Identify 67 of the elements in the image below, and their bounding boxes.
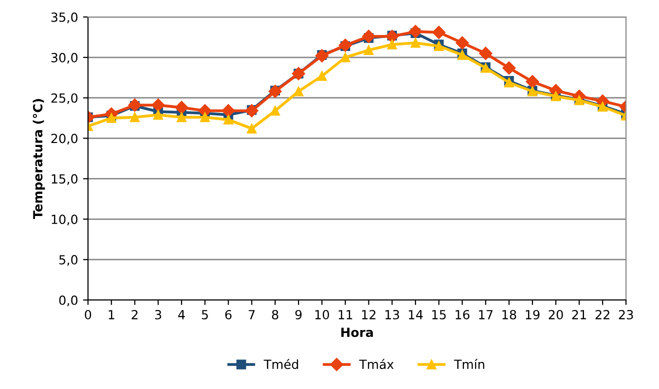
x-tick-label: 18: [502, 310, 516, 320]
x-tick-label: 5: [202, 310, 208, 320]
x-tick-label: 13: [386, 310, 400, 320]
point: [317, 71, 327, 81]
point: [315, 49, 328, 62]
x-tick-label: 22: [596, 310, 610, 320]
y-axis-title: Temperatura (°C): [32, 99, 45, 219]
point: [153, 110, 164, 120]
point: [294, 86, 304, 96]
x-tick-label: 0: [84, 310, 92, 320]
legend-label: Tmín: [454, 358, 484, 369]
x-tick-label: 7: [248, 310, 255, 320]
x-tick-label: 11: [338, 310, 352, 320]
point: [245, 104, 258, 118]
legend-label: Tméd: [264, 358, 298, 370]
point: [432, 26, 446, 39]
point: [200, 112, 210, 122]
point: [386, 30, 399, 43]
x-axis-title: Hora: [341, 328, 373, 338]
x-tick-label: 19: [526, 310, 540, 320]
point: [408, 24, 422, 38]
y-tick-label: 10,0: [52, 214, 78, 226]
y-tick-label: 30,0: [51, 52, 78, 64]
point: [270, 106, 280, 116]
x-tick-label: 21: [572, 310, 586, 320]
x-tick-label: 3: [155, 310, 162, 320]
point: [174, 100, 188, 114]
point: [340, 52, 350, 62]
point: [387, 40, 397, 50]
x-tick-label: 2: [132, 310, 138, 320]
point: [128, 98, 142, 112]
x-tick-label: 9: [295, 310, 302, 320]
x-tick-label: 15: [432, 310, 446, 320]
x-tick-label: 16: [456, 310, 470, 320]
x-tick-label: 20: [548, 310, 563, 320]
point: [502, 61, 516, 75]
point: [479, 46, 492, 60]
point: [410, 38, 420, 48]
point: [456, 36, 469, 50]
x-tick-label: 4: [178, 310, 185, 320]
point: [223, 114, 234, 125]
y-tick-label: 25,0: [51, 93, 78, 104]
point: [152, 98, 165, 112]
y-tick-label: 15,0: [52, 174, 78, 185]
legend-label: Tmáx: [359, 358, 394, 370]
point: [176, 112, 186, 122]
x-tick-label: 6: [225, 310, 232, 320]
point: [106, 113, 116, 123]
point: [130, 112, 140, 122]
point: [246, 124, 257, 134]
y-tick-label: 0,0: [59, 295, 78, 306]
point: [364, 45, 374, 56]
y-tick-label: 35,0: [51, 12, 78, 24]
x-tick-label: 10: [315, 310, 330, 320]
point: [526, 75, 540, 88]
y-tick-label: 5,0: [59, 255, 78, 266]
x-tick-label: 8: [272, 310, 278, 320]
x-tick-label: 12: [362, 310, 376, 320]
point: [222, 104, 235, 118]
x-tick-label: 14: [408, 310, 423, 320]
x-tick-label: 17: [479, 310, 493, 320]
point: [362, 30, 376, 43]
x-tick-label: 23: [618, 310, 633, 320]
y-tick-label: 20,0: [51, 134, 78, 144]
x-tick-label: 1: [108, 310, 114, 320]
point: [338, 38, 352, 52]
point: [268, 84, 282, 98]
